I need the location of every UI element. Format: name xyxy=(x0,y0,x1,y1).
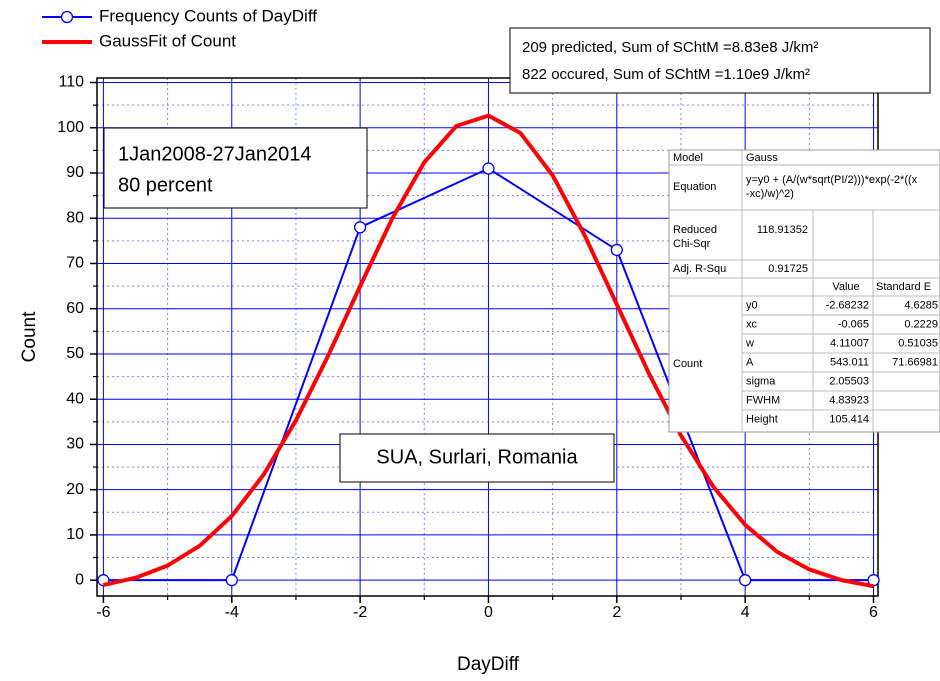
table-cell: 105.414 xyxy=(829,413,869,425)
legend-marker xyxy=(60,10,74,24)
table-cell: -0.065 xyxy=(838,318,869,330)
table-cell: -2.68232 xyxy=(826,299,869,311)
table-cell: A xyxy=(746,356,754,368)
fit-table: Model Gauss Equation y=y0 + (A/(w*sqrt(PI/2… xyxy=(668,149,940,433)
table-header: Standard E xyxy=(876,281,931,293)
y-tick-label: 10 xyxy=(66,526,84,543)
table-cell: 2.05503 xyxy=(829,375,869,387)
y-tick-label: 100 xyxy=(57,119,84,136)
table-label: Model xyxy=(673,152,703,164)
table-cell: 71.66981 xyxy=(892,356,938,368)
annotation-box xyxy=(103,127,368,209)
y-axis-title: Count xyxy=(19,311,40,362)
y-tick-label: 50 xyxy=(66,345,84,362)
series-line xyxy=(102,113,874,589)
y-tick-label: 90 xyxy=(66,164,84,181)
table-cell: Gauss xyxy=(746,152,778,164)
y-tick-label: 70 xyxy=(66,255,84,272)
x-tick-label: -2 xyxy=(353,604,367,621)
table-cell: 0.2229 xyxy=(904,318,938,330)
table-label: Count xyxy=(673,358,702,370)
data-point xyxy=(610,243,623,257)
table-cell: FWHM xyxy=(746,394,780,406)
annotation-text: 822 occured, Sum of SChtM =1.10e9 J/km² xyxy=(522,66,810,83)
table-cell: 0.51035 xyxy=(898,337,938,349)
table-cell: y0 xyxy=(746,299,758,311)
y-tick-label: 110 xyxy=(58,74,84,91)
x-tick-label: -4 xyxy=(225,604,239,621)
x-tick-label: 2 xyxy=(612,604,621,621)
annotation-box xyxy=(339,433,615,483)
table-header: Value xyxy=(832,281,859,293)
legend-label: Frequency Counts of DayDiff xyxy=(99,6,317,25)
table-cell: Height xyxy=(746,413,778,425)
x-tick-label: 6 xyxy=(869,604,878,621)
table-bg xyxy=(668,149,940,433)
y-tick-label: 0 xyxy=(75,571,84,588)
table-cell: 543.011 xyxy=(830,356,869,368)
x-tick-label: 0 xyxy=(484,604,493,621)
data-point xyxy=(482,162,495,175)
table-label: Reduced xyxy=(673,224,717,236)
data-point xyxy=(353,221,367,234)
annotation-text: 80 percent xyxy=(118,174,213,196)
y-tick-label: 60 xyxy=(66,300,84,317)
y-tick-label: 30 xyxy=(66,436,84,453)
x-tick-label: -6 xyxy=(96,604,110,621)
table-cell: sigma xyxy=(746,375,776,387)
table-cell: 4.11007 xyxy=(830,337,869,349)
annotation-text: 1Jan2008-27Jan2014 xyxy=(118,143,312,165)
x-axis-title: DayDiff xyxy=(457,654,520,675)
table-cell: 118.91352 xyxy=(757,224,808,236)
y-tick-label: 40 xyxy=(66,390,84,407)
annotation-box xyxy=(509,27,931,94)
x-tick-label: 4 xyxy=(741,604,750,621)
y-tick-label: 80 xyxy=(66,209,84,226)
table-cell: 4.6285 xyxy=(904,299,938,311)
table-label: Equation xyxy=(673,181,716,193)
table-cell: 0.91725 xyxy=(768,263,808,275)
data-point xyxy=(225,574,238,587)
table-cell: 4.83923 xyxy=(829,394,869,406)
annotation-text: SUA, Surlari, Romania xyxy=(376,446,578,468)
data-point xyxy=(739,574,752,587)
table-cell: y=y0 + (A/(w*sqrt(PI/2)))*exp(-2*((x xyxy=(746,174,918,186)
table-label: Chi-Sqr xyxy=(673,238,711,250)
table-label: Adj. R-Squ xyxy=(673,263,726,275)
table-cell: w xyxy=(745,337,754,349)
table-cell: xc xyxy=(746,318,758,330)
y-tick-label: 20 xyxy=(66,481,84,498)
annotation-text: 209 predicted, Sum of SChtM =8.83e8 J/km… xyxy=(522,39,818,56)
table-cell: -xc)/w)^2) xyxy=(746,188,794,200)
legend-label: GaussFit of Count xyxy=(99,31,236,50)
